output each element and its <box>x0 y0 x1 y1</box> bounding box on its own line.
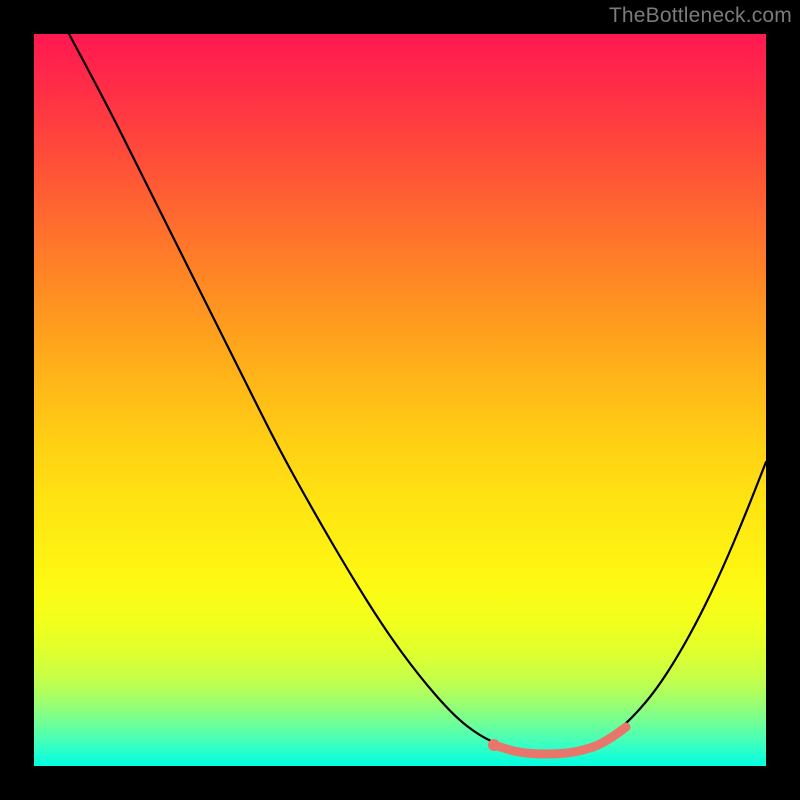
optimal-range-highlight <box>494 727 626 754</box>
bottleneck-curve <box>69 34 766 754</box>
plot-area <box>34 34 766 766</box>
optimal-point-marker <box>488 739 500 751</box>
chart-curve-layer <box>34 34 766 766</box>
chart-outer-frame: TheBottleneck.com <box>0 0 800 800</box>
watermark-text: TheBottleneck.com <box>609 4 792 28</box>
